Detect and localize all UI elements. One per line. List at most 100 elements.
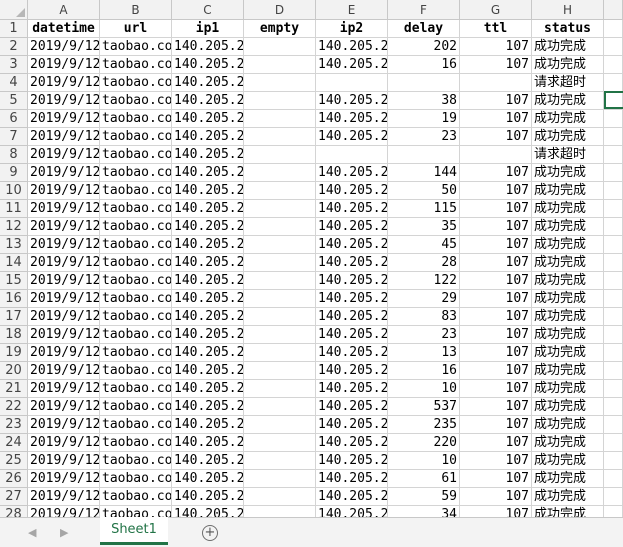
cell-delay[interactable]: 115 [388,200,460,218]
cell-empty[interactable] [244,308,316,326]
cell-status[interactable]: 成功完成 [532,416,604,434]
empty-cell[interactable] [604,164,623,182]
header-cell-ip1[interactable]: ip1 [172,20,244,38]
cell-ttl[interactable] [460,74,532,92]
cell-ip2[interactable]: 140.205.220.96 [316,128,388,146]
cell-empty[interactable] [244,488,316,506]
row-number[interactable]: 6 [0,110,28,128]
empty-cell[interactable] [604,56,623,74]
cell-ip1[interactable]: 140.205.220.96 [172,380,244,398]
cell-datetime[interactable]: 2019/9/12 [28,452,100,470]
empty-cell[interactable] [604,182,623,200]
cell-empty[interactable] [244,290,316,308]
row-number[interactable]: 5 [0,92,28,110]
cell-delay[interactable]: 537 [388,398,460,416]
cell-delay[interactable]: 23 [388,326,460,344]
empty-cell[interactable] [604,380,623,398]
cell-status[interactable]: 成功完成 [532,326,604,344]
cell-ip2[interactable] [316,74,388,92]
cell-datetime[interactable]: 2019/9/12 [28,128,100,146]
cell-empty[interactable] [244,434,316,452]
row-number[interactable]: 26 [0,470,28,488]
cell-status[interactable]: 成功完成 [532,56,604,74]
cell-datetime[interactable]: 2019/9/12 [28,362,100,380]
cell-ip1[interactable]: 140.205.220.96 [172,92,244,110]
cell-ttl[interactable]: 107 [460,236,532,254]
cell-ttl[interactable]: 107 [460,344,532,362]
cell-datetime[interactable]: 2019/9/12 [28,74,100,92]
cell-delay[interactable]: 35 [388,218,460,236]
cell-datetime[interactable]: 2019/9/12 [28,254,100,272]
cell-datetime[interactable]: 2019/9/12 [28,110,100,128]
empty-cell[interactable] [604,506,623,517]
cell-datetime[interactable]: 2019/9/12 [28,200,100,218]
empty-cell[interactable] [604,470,623,488]
cell-ttl[interactable]: 107 [460,416,532,434]
empty-cell[interactable] [604,218,623,236]
cell-status[interactable]: 成功完成 [532,254,604,272]
cell-empty[interactable] [244,398,316,416]
sheet-tab-sheet1[interactable]: Sheet1 [100,517,168,545]
cell-empty[interactable] [244,74,316,92]
cell-url[interactable]: taobao.com [100,110,172,128]
cell-status[interactable]: 成功完成 [532,506,604,517]
cell-status[interactable]: 成功完成 [532,200,604,218]
cell-empty[interactable] [244,218,316,236]
cell-ttl[interactable]: 107 [460,434,532,452]
cell-empty[interactable] [244,182,316,200]
cell-url[interactable]: taobao.com [100,272,172,290]
cell-ip2[interactable]: 140.205.220.96 [316,200,388,218]
cell-url[interactable]: taobao.com [100,218,172,236]
cell-url[interactable]: taobao.com [100,326,172,344]
row-number[interactable]: 16 [0,290,28,308]
row-number[interactable]: 11 [0,200,28,218]
cell-delay[interactable]: 83 [388,308,460,326]
cell-ip1[interactable]: 140.205.220.96 [172,182,244,200]
cell-ip1[interactable]: 140.205.220.96 [172,110,244,128]
cell-datetime[interactable]: 2019/9/12 [28,272,100,290]
cell-ip1[interactable]: 140.205.220.96 [172,416,244,434]
cell-delay[interactable]: 45 [388,236,460,254]
empty-cell[interactable] [604,308,623,326]
cell-empty[interactable] [244,164,316,182]
cell-empty[interactable] [244,200,316,218]
cell-delay[interactable] [388,74,460,92]
row-number[interactable]: 27 [0,488,28,506]
row-number[interactable]: 25 [0,452,28,470]
cell-delay[interactable]: 235 [388,416,460,434]
cell-ttl[interactable]: 107 [460,254,532,272]
empty-cell[interactable] [604,326,623,344]
cell-ttl[interactable]: 107 [460,398,532,416]
cell-ip1[interactable]: 140.205.220.96 [172,272,244,290]
cell-empty[interactable] [244,56,316,74]
cell-delay[interactable]: 23 [388,128,460,146]
cell-delay[interactable]: 50 [388,182,460,200]
cell-empty[interactable] [244,128,316,146]
header-cell-datetime[interactable]: datetime [28,20,100,38]
cell-ip1[interactable]: 140.205.220.96 [172,434,244,452]
next-sheet-icon[interactable]: ▶ [60,526,69,539]
header-cell-empty[interactable]: empty [244,20,316,38]
row-number[interactable]: 1 [0,20,28,38]
cell-datetime[interactable]: 2019/9/12 [28,92,100,110]
cell-ttl[interactable]: 107 [460,164,532,182]
cell-url[interactable]: taobao.com [100,236,172,254]
cell-url[interactable]: taobao.com [100,308,172,326]
cell-ip1[interactable]: 140.205.220.96 [172,308,244,326]
cell-status[interactable]: 请求超时 [532,74,604,92]
cell-delay[interactable]: 16 [388,362,460,380]
cell-ip2[interactable]: 140.205.220.96 [316,416,388,434]
cell-url[interactable]: taobao.com [100,164,172,182]
cell-datetime[interactable]: 2019/9/12 [28,164,100,182]
cell-datetime[interactable]: 2019/9/12 [28,398,100,416]
cell-status[interactable]: 成功完成 [532,308,604,326]
cell-status[interactable]: 成功完成 [532,272,604,290]
cell-ip2[interactable]: 140.205.220.96 [316,290,388,308]
cell-url[interactable]: taobao.com [100,452,172,470]
cell-status[interactable]: 成功完成 [532,452,604,470]
cell-status[interactable]: 请求超时 [532,146,604,164]
cell-url[interactable]: taobao.com [100,38,172,56]
cell-status[interactable]: 成功完成 [532,344,604,362]
selected-cell-indicator[interactable] [604,91,623,109]
empty-cell[interactable] [604,38,623,56]
